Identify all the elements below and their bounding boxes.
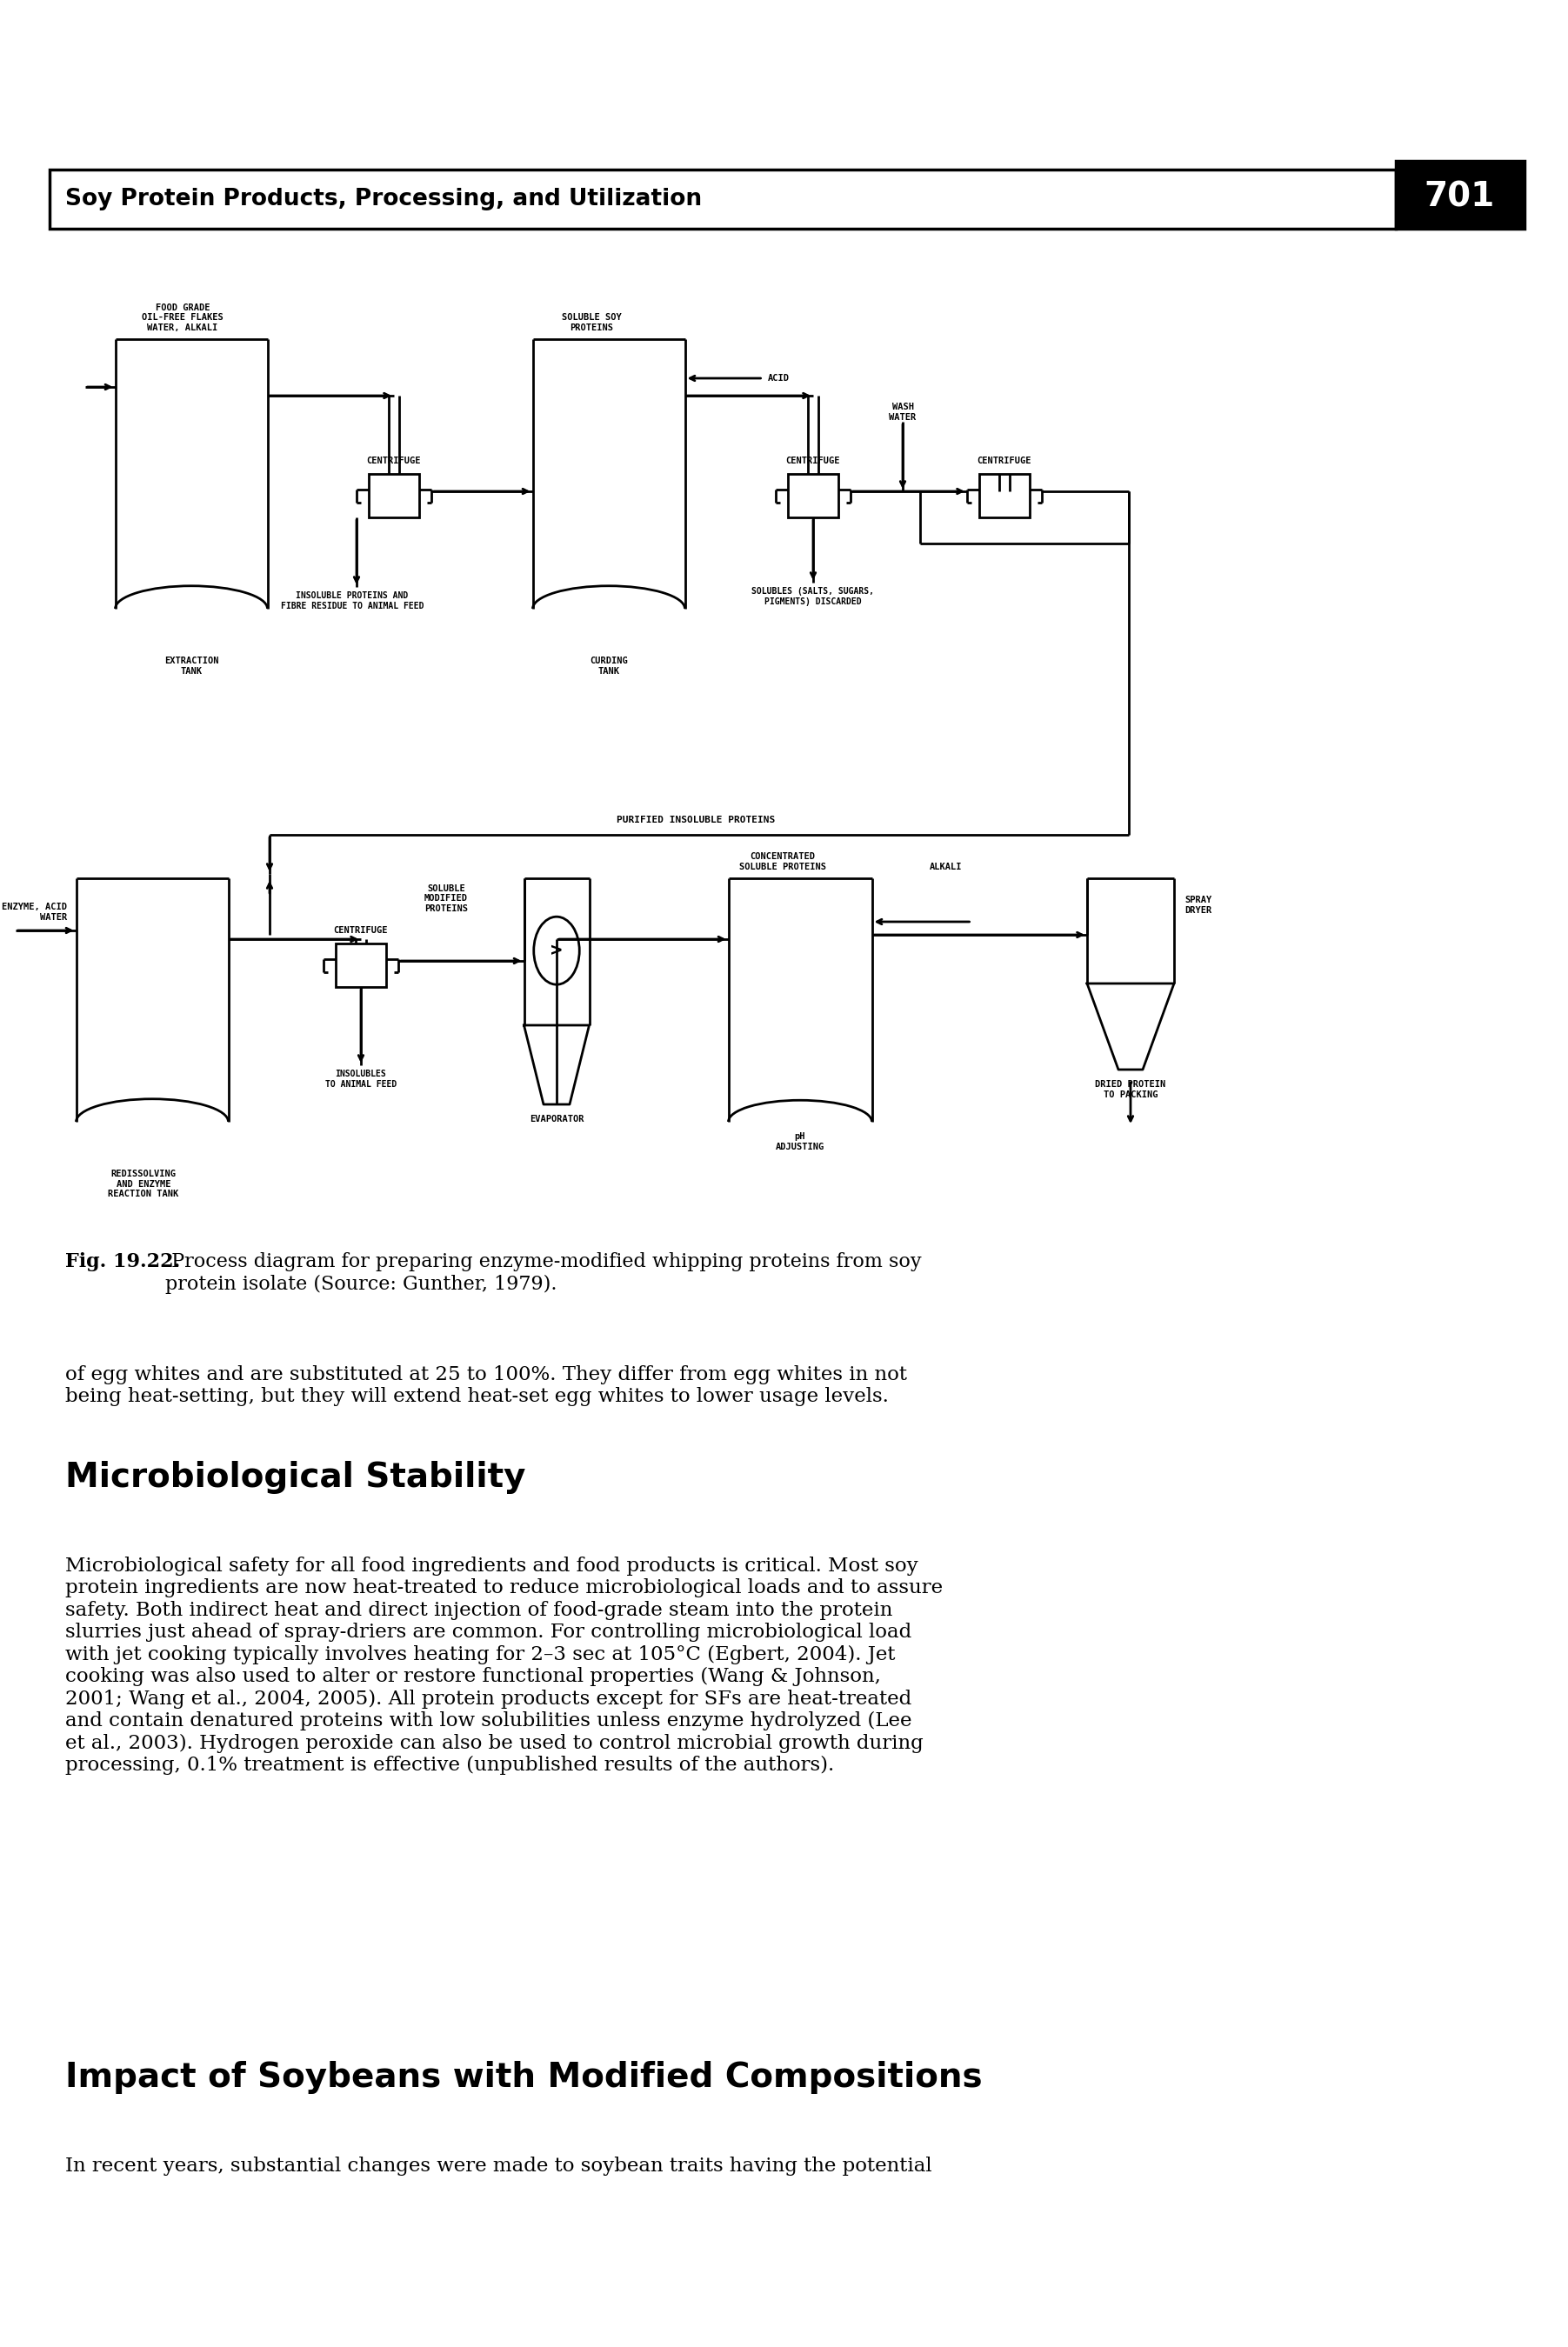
Text: CENTRIFUGE: CENTRIFUGE bbox=[786, 458, 840, 465]
Text: In recent years, substantial changes were made to soybean traits having the pote: In recent years, substantial changes wer… bbox=[66, 2157, 931, 2176]
Bar bbox=[787, 474, 839, 516]
Text: ENZYME, ACID
WATER: ENZYME, ACID WATER bbox=[2, 904, 67, 922]
Text: Soy Protein Products, Processing, and Utilization: Soy Protein Products, Processing, and Ut… bbox=[66, 188, 702, 211]
Text: Microbiological safety for all food ingredients and food products is critical. M: Microbiological safety for all food ingr… bbox=[66, 1556, 942, 1774]
Text: EVAPORATOR: EVAPORATOR bbox=[530, 1115, 583, 1124]
Text: SOLUBLE
MODIFIED
PROTEINS: SOLUBLE MODIFIED PROTEINS bbox=[425, 885, 467, 913]
Polygon shape bbox=[1087, 983, 1174, 1070]
Text: 701: 701 bbox=[1424, 181, 1494, 214]
Text: pH
ADJUSTING: pH ADJUSTING bbox=[776, 1131, 825, 1150]
Text: ACID: ACID bbox=[767, 373, 789, 383]
Text: CURDING
TANK: CURDING TANK bbox=[590, 657, 627, 676]
Text: PURIFIED INSOLUBLE PROTEINS: PURIFIED INSOLUBLE PROTEINS bbox=[616, 817, 775, 824]
Text: of egg whites and are substituted at 25 to 100%. They differ from egg whites in : of egg whites and are substituted at 25 … bbox=[66, 1366, 906, 1406]
Text: INSOLUBLES
TO ANIMAL FEED: INSOLUBLES TO ANIMAL FEED bbox=[325, 1070, 397, 1089]
Text: DRIED PROTEIN
TO PACKING: DRIED PROTEIN TO PACKING bbox=[1094, 1080, 1167, 1098]
Bar bbox=[980, 474, 1030, 516]
Text: WASH
WATER: WASH WATER bbox=[889, 404, 916, 422]
Text: SOLUBLE SOY
PROTEINS: SOLUBLE SOY PROTEINS bbox=[561, 314, 621, 333]
Text: Impact of Soybeans with Modified Compositions: Impact of Soybeans with Modified Composi… bbox=[66, 2061, 983, 2094]
Text: EXTRACTION
TANK: EXTRACTION TANK bbox=[165, 657, 218, 676]
Text: Process diagram for preparing enzyme-modified whipping proteins from soy
protein: Process diagram for preparing enzyme-mod… bbox=[165, 1253, 922, 1293]
Text: Fig. 19.22.: Fig. 19.22. bbox=[66, 1253, 180, 1272]
Bar bbox=[50, 169, 1396, 228]
Text: CENTRIFUGE: CENTRIFUGE bbox=[367, 458, 422, 465]
Text: CENTRIFUGE: CENTRIFUGE bbox=[977, 458, 1032, 465]
Text: CENTRIFUGE: CENTRIFUGE bbox=[334, 927, 389, 934]
Text: ALKALI: ALKALI bbox=[930, 864, 963, 871]
Bar bbox=[1396, 162, 1524, 228]
Text: >: > bbox=[550, 941, 563, 960]
Text: REDISSOLVING
AND ENZYME
REACTION TANK: REDISSOLVING AND ENZYME REACTION TANK bbox=[108, 1169, 179, 1199]
Bar bbox=[336, 943, 386, 988]
Text: Microbiological Stability: Microbiological Stability bbox=[66, 1460, 525, 1495]
Text: INSOLUBLE PROTEINS AND
FIBRE RESIDUE TO ANIMAL FEED: INSOLUBLE PROTEINS AND FIBRE RESIDUE TO … bbox=[281, 591, 423, 610]
Text: FOOD GRADE
OIL-FREE FLAKES
WATER, ALKALI: FOOD GRADE OIL-FREE FLAKES WATER, ALKALI bbox=[141, 303, 223, 333]
Text: SOLUBLES (SALTS, SUGARS,
PIGMENTS) DISCARDED: SOLUBLES (SALTS, SUGARS, PIGMENTS) DISCA… bbox=[751, 587, 875, 606]
Text: CONCENTRATED
SOLUBLE PROTEINS: CONCENTRATED SOLUBLE PROTEINS bbox=[739, 852, 826, 871]
Polygon shape bbox=[524, 1026, 590, 1105]
Text: SPRAY
DRYER: SPRAY DRYER bbox=[1184, 897, 1212, 915]
Bar bbox=[368, 474, 419, 516]
